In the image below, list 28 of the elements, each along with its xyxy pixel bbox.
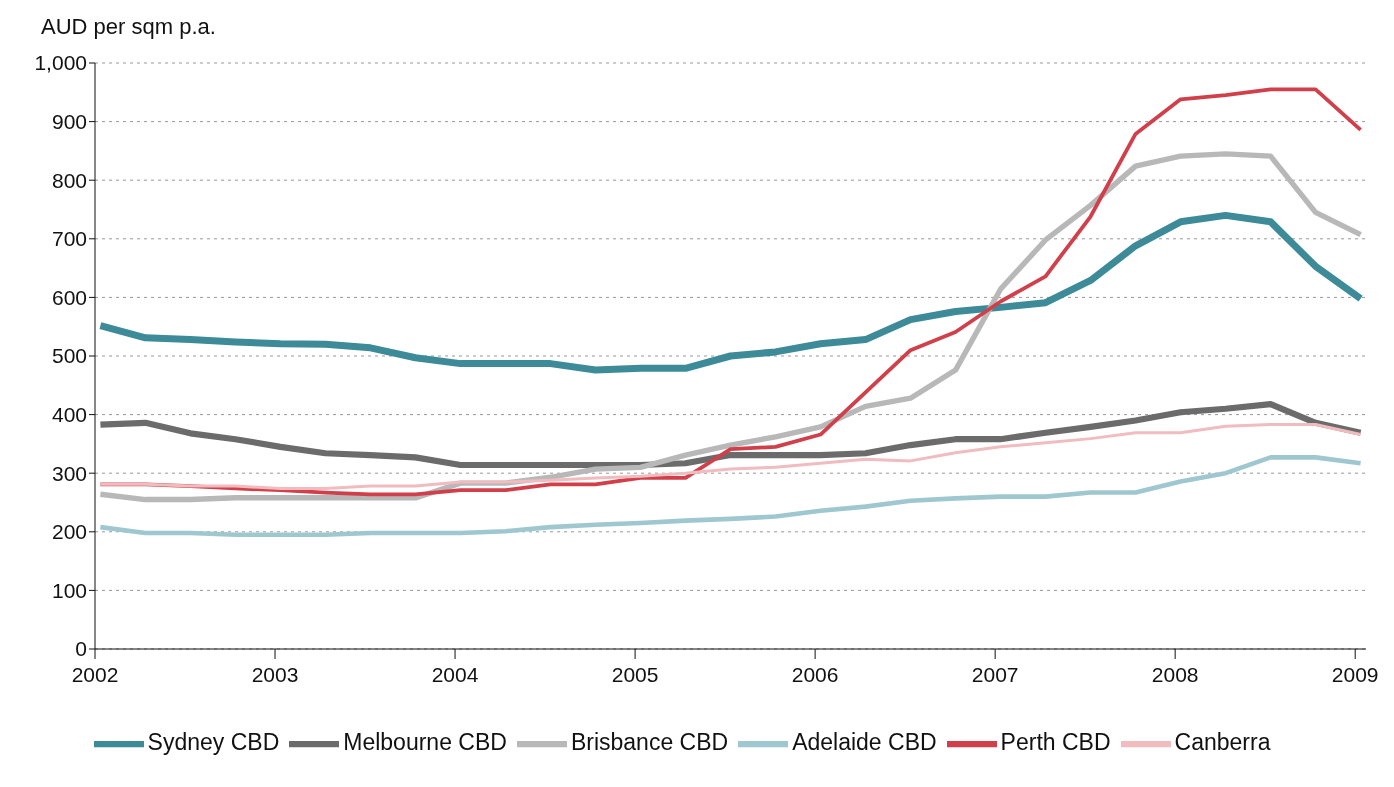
x-tick-label: 2007 [971, 662, 1019, 686]
y-tick-label: 0 [75, 637, 87, 661]
y-tick-label: 100 [51, 578, 87, 602]
y-axis-title: AUD per sqm p.a. [41, 14, 216, 40]
legend-label: Perth CBD [1000, 729, 1111, 756]
y-tick-label: 600 [51, 285, 87, 309]
x-tick-label: 2006 [791, 662, 839, 686]
x-tick-label: 2002 [71, 662, 119, 686]
x-tick-label: 2009 [1331, 662, 1379, 686]
legend-label: Adelaide CBD [792, 729, 937, 756]
legend-label: Canberra [1174, 729, 1271, 756]
y-tick-label: 700 [51, 227, 87, 251]
y-tick-label: 800 [51, 168, 87, 192]
x-tick-label: 2004 [431, 662, 479, 686]
y-tick-label: 400 [51, 403, 87, 427]
line-series [98, 455, 1363, 538]
legend-label: Melbourne CBD [343, 729, 507, 756]
legend-label: Sydney CBD [147, 729, 280, 756]
x-tick-label: 2003 [251, 662, 299, 686]
y-tick-label: 900 [51, 110, 87, 134]
y-tick-label: 200 [51, 520, 87, 544]
y-tick-label: 300 [51, 461, 87, 485]
y-tick-label: 1,000 [34, 51, 87, 75]
legend-label: Brisbance CBD [570, 729, 729, 756]
line-series [98, 423, 1363, 490]
y-tick-label: 500 [51, 344, 87, 368]
x-tick-label: 2008 [1151, 662, 1199, 686]
x-tick-label: 2005 [611, 662, 659, 686]
